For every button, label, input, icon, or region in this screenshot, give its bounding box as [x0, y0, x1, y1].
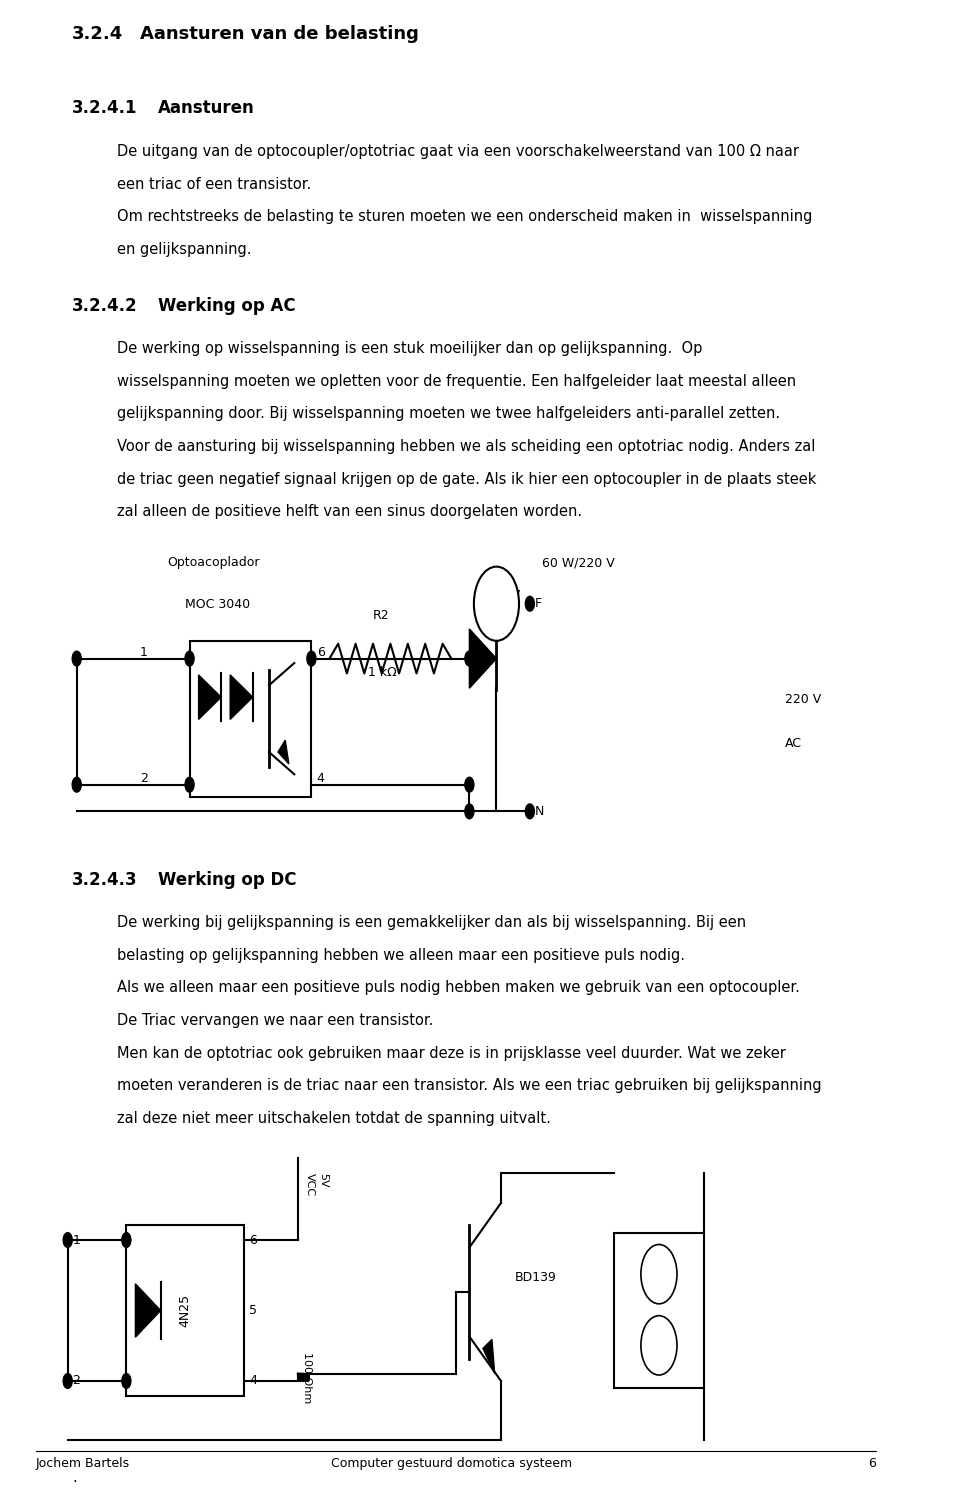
Text: 6: 6: [317, 646, 324, 659]
Circle shape: [122, 1232, 131, 1247]
Circle shape: [122, 1373, 131, 1388]
Text: 3.2.4.2: 3.2.4.2: [72, 296, 138, 314]
Circle shape: [641, 1315, 677, 1375]
Circle shape: [72, 652, 82, 667]
Circle shape: [63, 1232, 72, 1247]
Text: 2: 2: [140, 772, 148, 786]
Text: wisselspanning moeten we opletten voor de frequentie. Een halfgeleider laat mees: wisselspanning moeten we opletten voor d…: [117, 373, 797, 388]
Text: Om rechtstreeks de belasting te sturen moeten we een onderscheid maken in  wisse: Om rechtstreeks de belasting te sturen m…: [117, 210, 813, 225]
Text: Aansturen van de belasting: Aansturen van de belasting: [140, 25, 419, 43]
Text: 3.2.4.3: 3.2.4.3: [72, 870, 138, 888]
Text: Voor de aansturing bij wisselspanning hebben we als scheiding een optotriac nodi: Voor de aansturing bij wisselspanning he…: [117, 439, 816, 454]
Text: 6: 6: [250, 1234, 257, 1247]
Text: Aansturen: Aansturen: [158, 100, 254, 118]
Text: en gelijkspanning.: en gelijkspanning.: [117, 241, 252, 257]
Text: belasting op gelijkspanning hebben we alleen maar een positieve puls nodig.: belasting op gelijkspanning hebben we al…: [117, 948, 685, 963]
Text: Optoacoplador: Optoacoplador: [167, 557, 259, 570]
Polygon shape: [483, 1339, 494, 1373]
Text: een triac of een transistor.: een triac of een transistor.: [117, 177, 312, 192]
Text: 60 W/220 V: 60 W/220 V: [541, 557, 614, 570]
Bar: [613, 1232, 704, 1388]
Bar: [127, 1225, 244, 1396]
Text: Computer gestuurd domotica systeem: Computer gestuurd domotica systeem: [331, 1457, 572, 1470]
Text: 5V: 5V: [319, 1174, 328, 1187]
Circle shape: [641, 1244, 677, 1303]
Text: De uitgang van de optocoupler/optotriac gaat via een voorschakelweerstand van 10: De uitgang van de optocoupler/optotriac …: [117, 144, 800, 159]
Polygon shape: [278, 740, 289, 763]
Text: De werking op wisselspanning is een stuk moeilijker dan op gelijkspanning.  Op: De werking op wisselspanning is een stuk…: [117, 341, 703, 356]
Text: .: .: [72, 1470, 77, 1485]
Circle shape: [185, 652, 194, 667]
Text: 3.2.4.1: 3.2.4.1: [72, 100, 137, 118]
Text: F: F: [535, 597, 541, 610]
Text: 1: 1: [72, 1234, 80, 1247]
Polygon shape: [469, 629, 496, 689]
Circle shape: [185, 777, 194, 792]
Polygon shape: [135, 1284, 160, 1338]
Text: gelijkspanning door. Bij wisselspanning moeten we twee halfgeleiders anti-parall: gelijkspanning door. Bij wisselspanning …: [117, 406, 780, 421]
Text: BD139: BD139: [515, 1271, 557, 1284]
Text: 220 V: 220 V: [785, 693, 822, 705]
Circle shape: [474, 567, 519, 641]
Circle shape: [465, 652, 474, 667]
Text: 4N25: 4N25: [179, 1295, 192, 1327]
Circle shape: [525, 597, 535, 612]
Text: VCC: VCC: [305, 1174, 315, 1196]
Text: R2: R2: [372, 609, 389, 622]
Text: Jochem Bartels: Jochem Bartels: [36, 1457, 131, 1470]
Text: 1: 1: [140, 646, 148, 659]
Text: N: N: [535, 805, 543, 818]
Circle shape: [525, 804, 535, 818]
Polygon shape: [199, 676, 221, 719]
Circle shape: [307, 652, 316, 667]
Text: 6: 6: [868, 1457, 876, 1470]
Text: De Triac vervangen we naar een transistor.: De Triac vervangen we naar een transisto…: [117, 1013, 434, 1028]
Text: De werking bij gelijkspanning is een gemakkelijker dan als bij wisselspanning. B: De werking bij gelijkspanning is een gem…: [117, 915, 747, 930]
Text: Werking op DC: Werking op DC: [158, 870, 297, 888]
Circle shape: [63, 1373, 72, 1388]
Bar: [189, 641, 311, 796]
Text: zal alleen de positieve helft van een sinus doorgelaten worden.: zal alleen de positieve helft van een si…: [117, 504, 583, 519]
Text: 2: 2: [72, 1375, 80, 1387]
Text: MOC 3040: MOC 3040: [185, 598, 251, 610]
Text: Men kan de optotriac ook gebruiken maar deze is in prijsklasse veel duurder. Wat: Men kan de optotriac ook gebruiken maar …: [117, 1046, 786, 1061]
Text: 100 Ohm: 100 Ohm: [302, 1351, 312, 1403]
Text: 3.2.4: 3.2.4: [72, 25, 124, 43]
Text: de triac geen negatief signaal krijgen op de gate. Als ik hier een optocoupler i: de triac geen negatief signaal krijgen o…: [117, 472, 817, 487]
Text: BT 137: BT 137: [476, 589, 520, 603]
Text: 1 kΩ: 1 kΩ: [368, 667, 396, 679]
Text: 4: 4: [250, 1375, 257, 1387]
Text: 4: 4: [317, 772, 324, 786]
Circle shape: [465, 804, 474, 818]
Circle shape: [465, 777, 474, 792]
Text: 5: 5: [250, 1303, 257, 1317]
Text: moeten veranderen is de triac naar een transistor. Als we een triac gebruiken bi: moeten veranderen is de triac naar een t…: [117, 1079, 822, 1094]
Text: AC: AC: [785, 738, 803, 750]
Text: zal deze niet meer uitschakelen totdat de spanning uitvalt.: zal deze niet meer uitschakelen totdat d…: [117, 1112, 551, 1126]
Circle shape: [72, 777, 82, 792]
Text: Werking op AC: Werking op AC: [158, 296, 296, 314]
Polygon shape: [230, 676, 252, 719]
Text: Als we alleen maar een positieve puls nodig hebben maken we gebruik van een opto: Als we alleen maar een positieve puls no…: [117, 981, 801, 995]
